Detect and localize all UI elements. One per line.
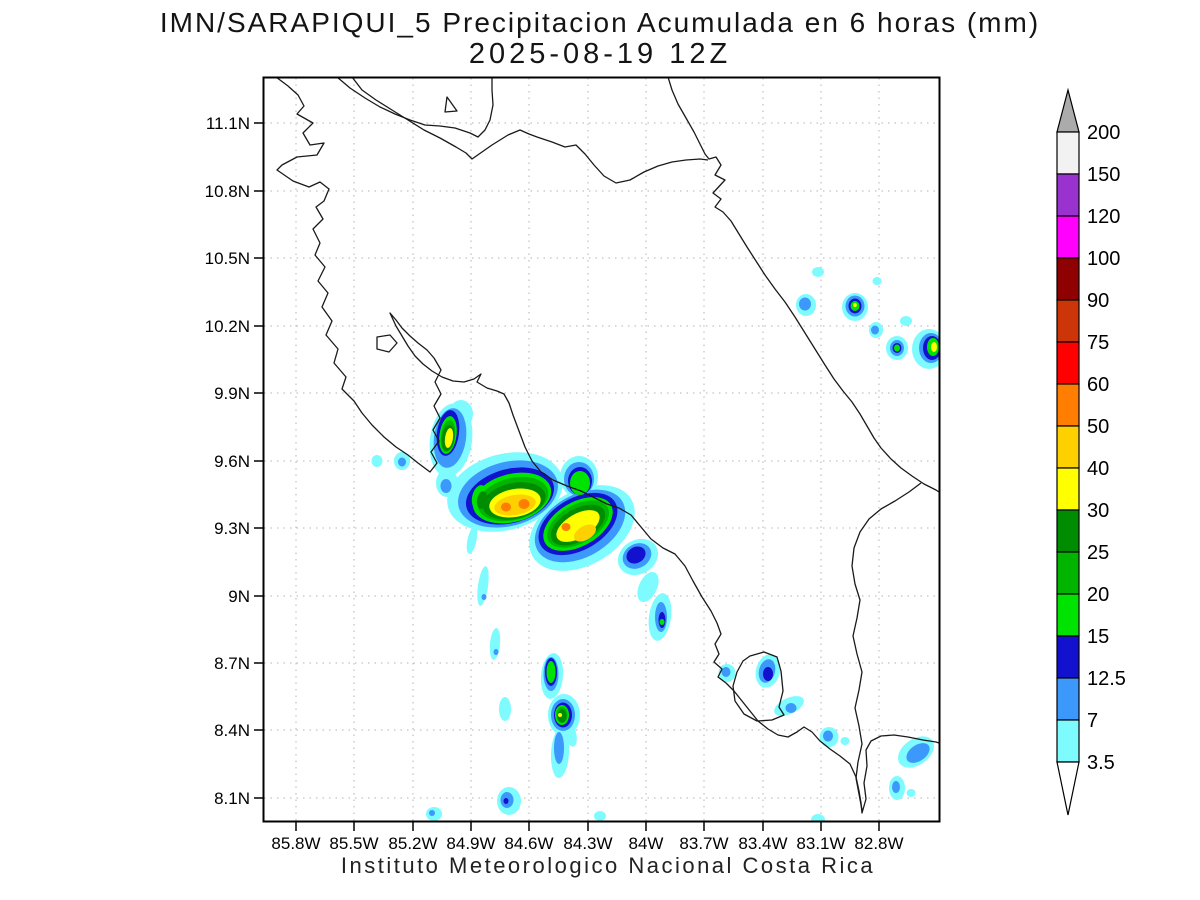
lat-tick-label: 10.8N: [205, 182, 250, 201]
colorbar-tick-label: 25: [1087, 542, 1109, 564]
map-frame: [262, 76, 941, 823]
island-ometepe: [444, 96, 458, 113]
coastline: [275, 77, 940, 814]
colorbar-tick-label: 100: [1087, 248, 1120, 270]
colorbar-tick-label: 90: [1087, 290, 1109, 312]
colorbar: 200 150 120 100 90 75 60 50 40 30 25 20 15 12.5 7 3.5: [1056, 87, 1126, 816]
lat-tick-label: 10.2N: [205, 317, 250, 336]
island-chira: [376, 334, 398, 353]
precip-band-50mm: [501, 499, 571, 531]
colorbar-tick-label: 50: [1087, 416, 1109, 438]
colorbar-segment: [1056, 215, 1080, 259]
colorbar-segment: [1056, 341, 1080, 385]
colorbar-segment: [1056, 131, 1080, 175]
colorbar-over-arrow: [1056, 87, 1080, 133]
colorbar-tick-label: 15: [1087, 626, 1109, 648]
coast-pacific-mainland: [275, 77, 940, 814]
lon-tick-label: 84.6W: [504, 834, 553, 853]
graticule: [264, 78, 939, 821]
colorbar-segment: [1056, 383, 1080, 427]
colorbar-segment: [1056, 677, 1080, 721]
precip-shading: [371, 267, 940, 822]
lat-tick-label: 9.6N: [214, 452, 250, 471]
lat-tick-label: 10.5N: [205, 249, 250, 268]
lon-tick-label: 85.8W: [271, 834, 320, 853]
colorbar-segment: [1056, 257, 1080, 301]
colorbar-tick-label: 3.5: [1087, 752, 1115, 774]
lat-tick-label: 9.3N: [214, 519, 250, 538]
lat-axis-labels: 11.1N 10.8N 10.5N 10.2N 9.9N 9.6N 9.3N 9…: [205, 114, 250, 808]
colorbar-segment: [1056, 425, 1080, 469]
lat-tick-label: 8.7N: [214, 654, 250, 673]
colorbar-segment: [1056, 719, 1080, 763]
colorbar-tick-label: 30: [1087, 500, 1109, 522]
lat-tick-label: 11.1N: [206, 114, 250, 133]
lat-tick-label: 8.1N: [214, 789, 250, 808]
lat-tick-label: 9.9N: [214, 384, 250, 403]
colorbar-under-arrow: [1056, 761, 1080, 816]
colorbar-tick-label: 75: [1087, 332, 1109, 354]
colorbar-segment: [1056, 173, 1080, 217]
axis-ticks: [254, 122, 880, 831]
colorbar-segment: [1056, 635, 1080, 679]
golfo-dulce: [732, 651, 785, 722]
colorbar-segment: [1056, 299, 1080, 343]
precip-band-3.5mm: [371, 267, 940, 822]
lon-tick-label: 82.8W: [854, 834, 903, 853]
colorbar-segment: [1056, 467, 1080, 511]
colorbar-tick-label: 60: [1087, 374, 1109, 396]
colorbar-tick-label: 12.5: [1087, 668, 1126, 690]
colorbar-tick-label: 20: [1087, 584, 1109, 606]
colorbar-tick-label: 40: [1087, 458, 1109, 480]
valid-time-subtitle: 2025-08-19 12Z: [468, 38, 732, 70]
border-panama: [851, 482, 922, 811]
lon-axis-labels: 85.8W 85.5W 85.2W 84.9W 84.6W 84.3W 84W …: [271, 834, 903, 853]
lon-tick-label: 85.2W: [388, 834, 437, 853]
lon-tick-label: 83.4W: [738, 834, 787, 853]
lat-tick-label: 9N: [228, 587, 250, 606]
lon-tick-label: 84.9W: [446, 834, 495, 853]
lat-tick-label: 8.4N: [214, 721, 250, 740]
colorbar-tick-label: 150: [1087, 164, 1120, 186]
lon-tick-label: 85.5W: [329, 834, 378, 853]
precip-band-12.5mm: [436, 298, 940, 804]
lon-tick-label: 83.7W: [679, 834, 728, 853]
colorbar-tick-label: 200: [1087, 122, 1120, 144]
colorbar-segment: [1056, 593, 1080, 637]
colorbar-segment: [1056, 509, 1080, 553]
border-san-juan: [351, 77, 709, 184]
colorbar-tick-label: 120: [1087, 206, 1120, 228]
caption-institute: Instituto Meteorologico Nacional Costa R…: [340, 853, 876, 878]
lon-tick-label: 84W: [629, 834, 664, 853]
page-title: IMN/SARAPIQUI_5 Precipitacion Acumulada …: [159, 7, 1041, 38]
colorbar-segment: [1056, 551, 1080, 595]
coast-caribbean: [667, 77, 940, 493]
coast-lake-nicaragua: [336, 77, 494, 138]
colorbar-tick-label: 7: [1087, 710, 1098, 732]
lon-tick-label: 83.1W: [796, 834, 845, 853]
lon-tick-label: 84.3W: [563, 834, 612, 853]
